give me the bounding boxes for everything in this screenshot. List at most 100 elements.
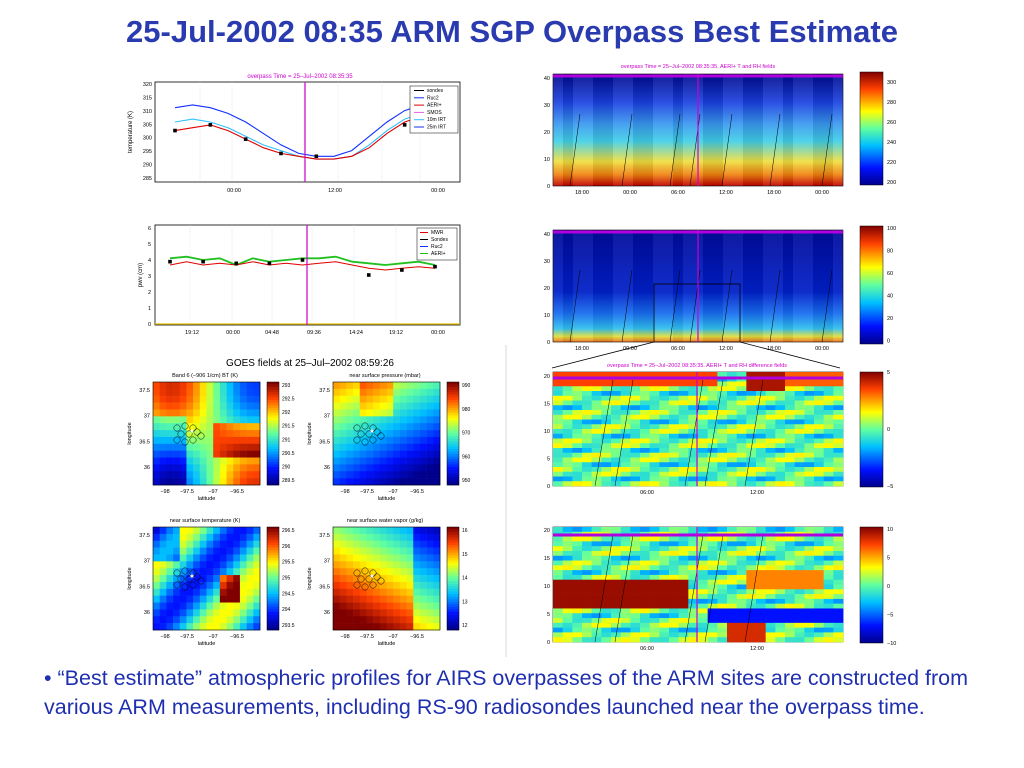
colorbar-cell [267, 464, 279, 468]
heatmap-cell [253, 471, 261, 479]
goes-temp-title: near surface temperature (K) [170, 518, 241, 524]
heatmap-cell [669, 452, 679, 458]
heatmap-cell [804, 622, 815, 628]
heatmap-cell [166, 457, 174, 465]
heatmap-cell [426, 540, 434, 548]
heatmap-cell [373, 450, 381, 458]
heatmap-cell [591, 594, 602, 600]
heatmap-cell [746, 560, 757, 566]
heatmap-cell [785, 589, 795, 595]
heatmap-cell [823, 405, 834, 411]
heatmap-cell [591, 419, 602, 425]
heatmap-cell [736, 386, 747, 392]
y-tick-label: 20 [544, 130, 550, 136]
heatmap-cell [823, 637, 834, 643]
goes-bt-map: Band 6 (−906 1/cm) BT (K) ✶37.53736.536−… [127, 373, 295, 502]
heatmap-cell [736, 457, 747, 463]
sonde-track [684, 379, 704, 487]
heatmap-cell [219, 436, 227, 445]
heatmap-cell [213, 568, 221, 576]
heatmap-cell [253, 416, 261, 424]
heatmap-cell [669, 550, 679, 557]
heatmap-cell [339, 581, 347, 590]
heatmap-cell [659, 438, 670, 444]
heatmap-cell [669, 622, 679, 628]
heatmap-cell [707, 550, 718, 557]
heatmap-cell [756, 622, 766, 628]
heatmap-cell [659, 410, 670, 416]
heatmap-cell [173, 443, 181, 451]
heatmap-cell [833, 405, 844, 411]
heatmap-cell [833, 433, 844, 439]
heatmap-cell [814, 419, 824, 425]
heatmap-cell [359, 581, 367, 590]
sonde-track [594, 534, 614, 643]
colorbar-tick: 970 [462, 431, 471, 437]
sonde-point [243, 137, 248, 141]
heatmap-cell [219, 595, 227, 603]
heatmap-cell [339, 623, 347, 631]
heatmap-cell [582, 622, 592, 628]
heatmap-cell [591, 381, 602, 387]
heatmap-cell [553, 555, 563, 561]
heatmap-cell [199, 471, 207, 479]
heatmap-cell [413, 581, 421, 590]
heatmap-cell [659, 372, 670, 378]
heatmap-cell [572, 560, 583, 566]
heatmap-cell [620, 555, 631, 561]
heatmap-cell [814, 608, 824, 614]
sonde-track [821, 113, 833, 187]
colorbar-cell [267, 436, 279, 439]
heatmap-cell [698, 467, 708, 473]
heatmap-cell [582, 603, 592, 609]
legend-label: sondes [427, 88, 444, 94]
heatmap-cell [649, 627, 660, 633]
heatmap-cell [756, 433, 766, 439]
heatmap-cell [785, 429, 795, 435]
heatmap-cell [246, 547, 254, 555]
heatmap-cell [698, 386, 708, 392]
heatmap-cell [553, 622, 563, 628]
heatmap-cell [562, 400, 573, 406]
heatmap-cell [193, 395, 201, 403]
heatmap-cell [794, 579, 805, 585]
heatmap-cell [775, 613, 786, 619]
heatmap-cell [630, 419, 641, 425]
colorbar-cell [447, 581, 459, 584]
heatmap-cell [572, 419, 583, 425]
heatmap-cell [611, 481, 621, 487]
legend-label: Sondes [431, 237, 448, 243]
heatmap-column [583, 74, 593, 186]
heatmap-cell [601, 433, 612, 439]
heatmap-cell [159, 388, 167, 397]
heatmap-cell [419, 609, 427, 617]
heatmap-cell [756, 381, 766, 387]
y-tick-label: 10 [544, 429, 550, 435]
heatmap-cell [173, 602, 181, 610]
heatmap-cell [572, 608, 583, 614]
heatmap-cell [153, 561, 160, 569]
x-tick-label: 00:00 [227, 188, 241, 194]
heatmap-cell [406, 588, 414, 596]
heatmap-cell [746, 419, 757, 425]
y-tick-label: 36.5 [139, 439, 150, 445]
y-tick-label: 5 [547, 612, 550, 618]
heatmap-cell [823, 627, 834, 633]
heatmap-cell [688, 452, 699, 458]
heatmap-cell [814, 462, 824, 468]
y-tick-label: 37.5 [319, 388, 330, 394]
heatmap-cell [333, 430, 340, 438]
heatmap-cell [253, 623, 261, 631]
heatmap-cell [678, 608, 689, 614]
heatmap-cell [246, 581, 254, 590]
heatmap-cell [562, 471, 573, 477]
heatmap-cell [233, 464, 241, 472]
x-tick-label: −98 [160, 634, 169, 640]
colorbar-cell [267, 392, 279, 396]
heatmap-cell [562, 546, 573, 552]
heatmap-cell [373, 430, 381, 438]
heatmap-cell [727, 574, 737, 581]
heatmap-cell [727, 541, 737, 547]
heatmap-cell [399, 395, 407, 403]
heatmap-cell [226, 588, 234, 596]
